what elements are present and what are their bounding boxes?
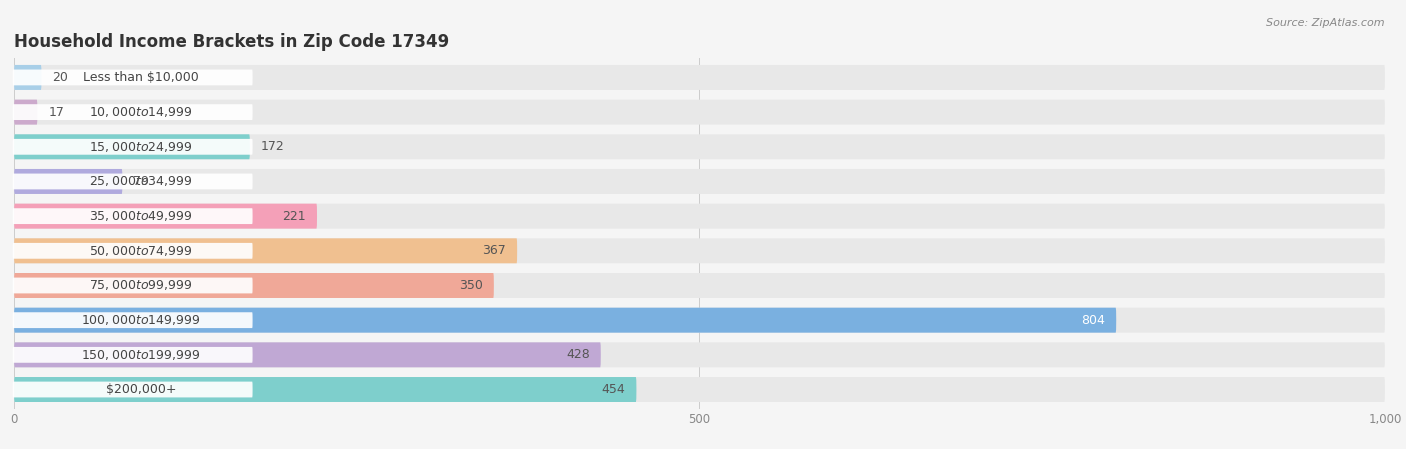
FancyBboxPatch shape	[13, 312, 253, 328]
Text: 454: 454	[602, 383, 626, 396]
Text: 20: 20	[52, 71, 69, 84]
FancyBboxPatch shape	[14, 65, 1385, 90]
Text: 221: 221	[283, 210, 307, 223]
FancyBboxPatch shape	[13, 70, 253, 85]
FancyBboxPatch shape	[14, 204, 1385, 229]
FancyBboxPatch shape	[14, 342, 600, 367]
Text: 367: 367	[482, 244, 506, 257]
Text: $150,000 to $199,999: $150,000 to $199,999	[82, 348, 201, 362]
FancyBboxPatch shape	[13, 243, 253, 259]
Text: $25,000 to $34,999: $25,000 to $34,999	[89, 175, 193, 189]
Text: $75,000 to $99,999: $75,000 to $99,999	[89, 278, 193, 292]
FancyBboxPatch shape	[13, 208, 253, 224]
Text: $200,000+: $200,000+	[105, 383, 176, 396]
FancyBboxPatch shape	[14, 134, 250, 159]
FancyBboxPatch shape	[14, 377, 637, 402]
Text: $35,000 to $49,999: $35,000 to $49,999	[89, 209, 193, 223]
FancyBboxPatch shape	[14, 238, 517, 263]
FancyBboxPatch shape	[13, 174, 253, 189]
Text: 17: 17	[48, 106, 65, 119]
FancyBboxPatch shape	[14, 273, 1385, 298]
FancyBboxPatch shape	[13, 382, 253, 397]
FancyBboxPatch shape	[14, 377, 1385, 402]
FancyBboxPatch shape	[13, 277, 253, 293]
FancyBboxPatch shape	[14, 100, 1385, 125]
FancyBboxPatch shape	[14, 65, 42, 90]
FancyBboxPatch shape	[14, 100, 38, 125]
FancyBboxPatch shape	[14, 342, 1385, 367]
Text: 350: 350	[458, 279, 482, 292]
FancyBboxPatch shape	[13, 104, 253, 120]
FancyBboxPatch shape	[13, 139, 253, 155]
Text: Source: ZipAtlas.com: Source: ZipAtlas.com	[1267, 18, 1385, 28]
FancyBboxPatch shape	[14, 169, 122, 194]
FancyBboxPatch shape	[14, 169, 1385, 194]
Text: $100,000 to $149,999: $100,000 to $149,999	[82, 313, 201, 327]
FancyBboxPatch shape	[14, 238, 1385, 263]
Text: Household Income Brackets in Zip Code 17349: Household Income Brackets in Zip Code 17…	[14, 33, 450, 51]
FancyBboxPatch shape	[14, 308, 1385, 333]
Text: 172: 172	[262, 140, 284, 153]
FancyBboxPatch shape	[14, 308, 1116, 333]
FancyBboxPatch shape	[14, 134, 1385, 159]
FancyBboxPatch shape	[13, 347, 253, 363]
Text: 804: 804	[1081, 314, 1105, 327]
Text: $10,000 to $14,999: $10,000 to $14,999	[89, 105, 193, 119]
Text: $15,000 to $24,999: $15,000 to $24,999	[89, 140, 193, 154]
Text: 79: 79	[134, 175, 149, 188]
Text: Less than $10,000: Less than $10,000	[83, 71, 198, 84]
FancyBboxPatch shape	[14, 273, 494, 298]
Text: $50,000 to $74,999: $50,000 to $74,999	[89, 244, 193, 258]
Text: 428: 428	[567, 348, 591, 361]
FancyBboxPatch shape	[14, 204, 316, 229]
